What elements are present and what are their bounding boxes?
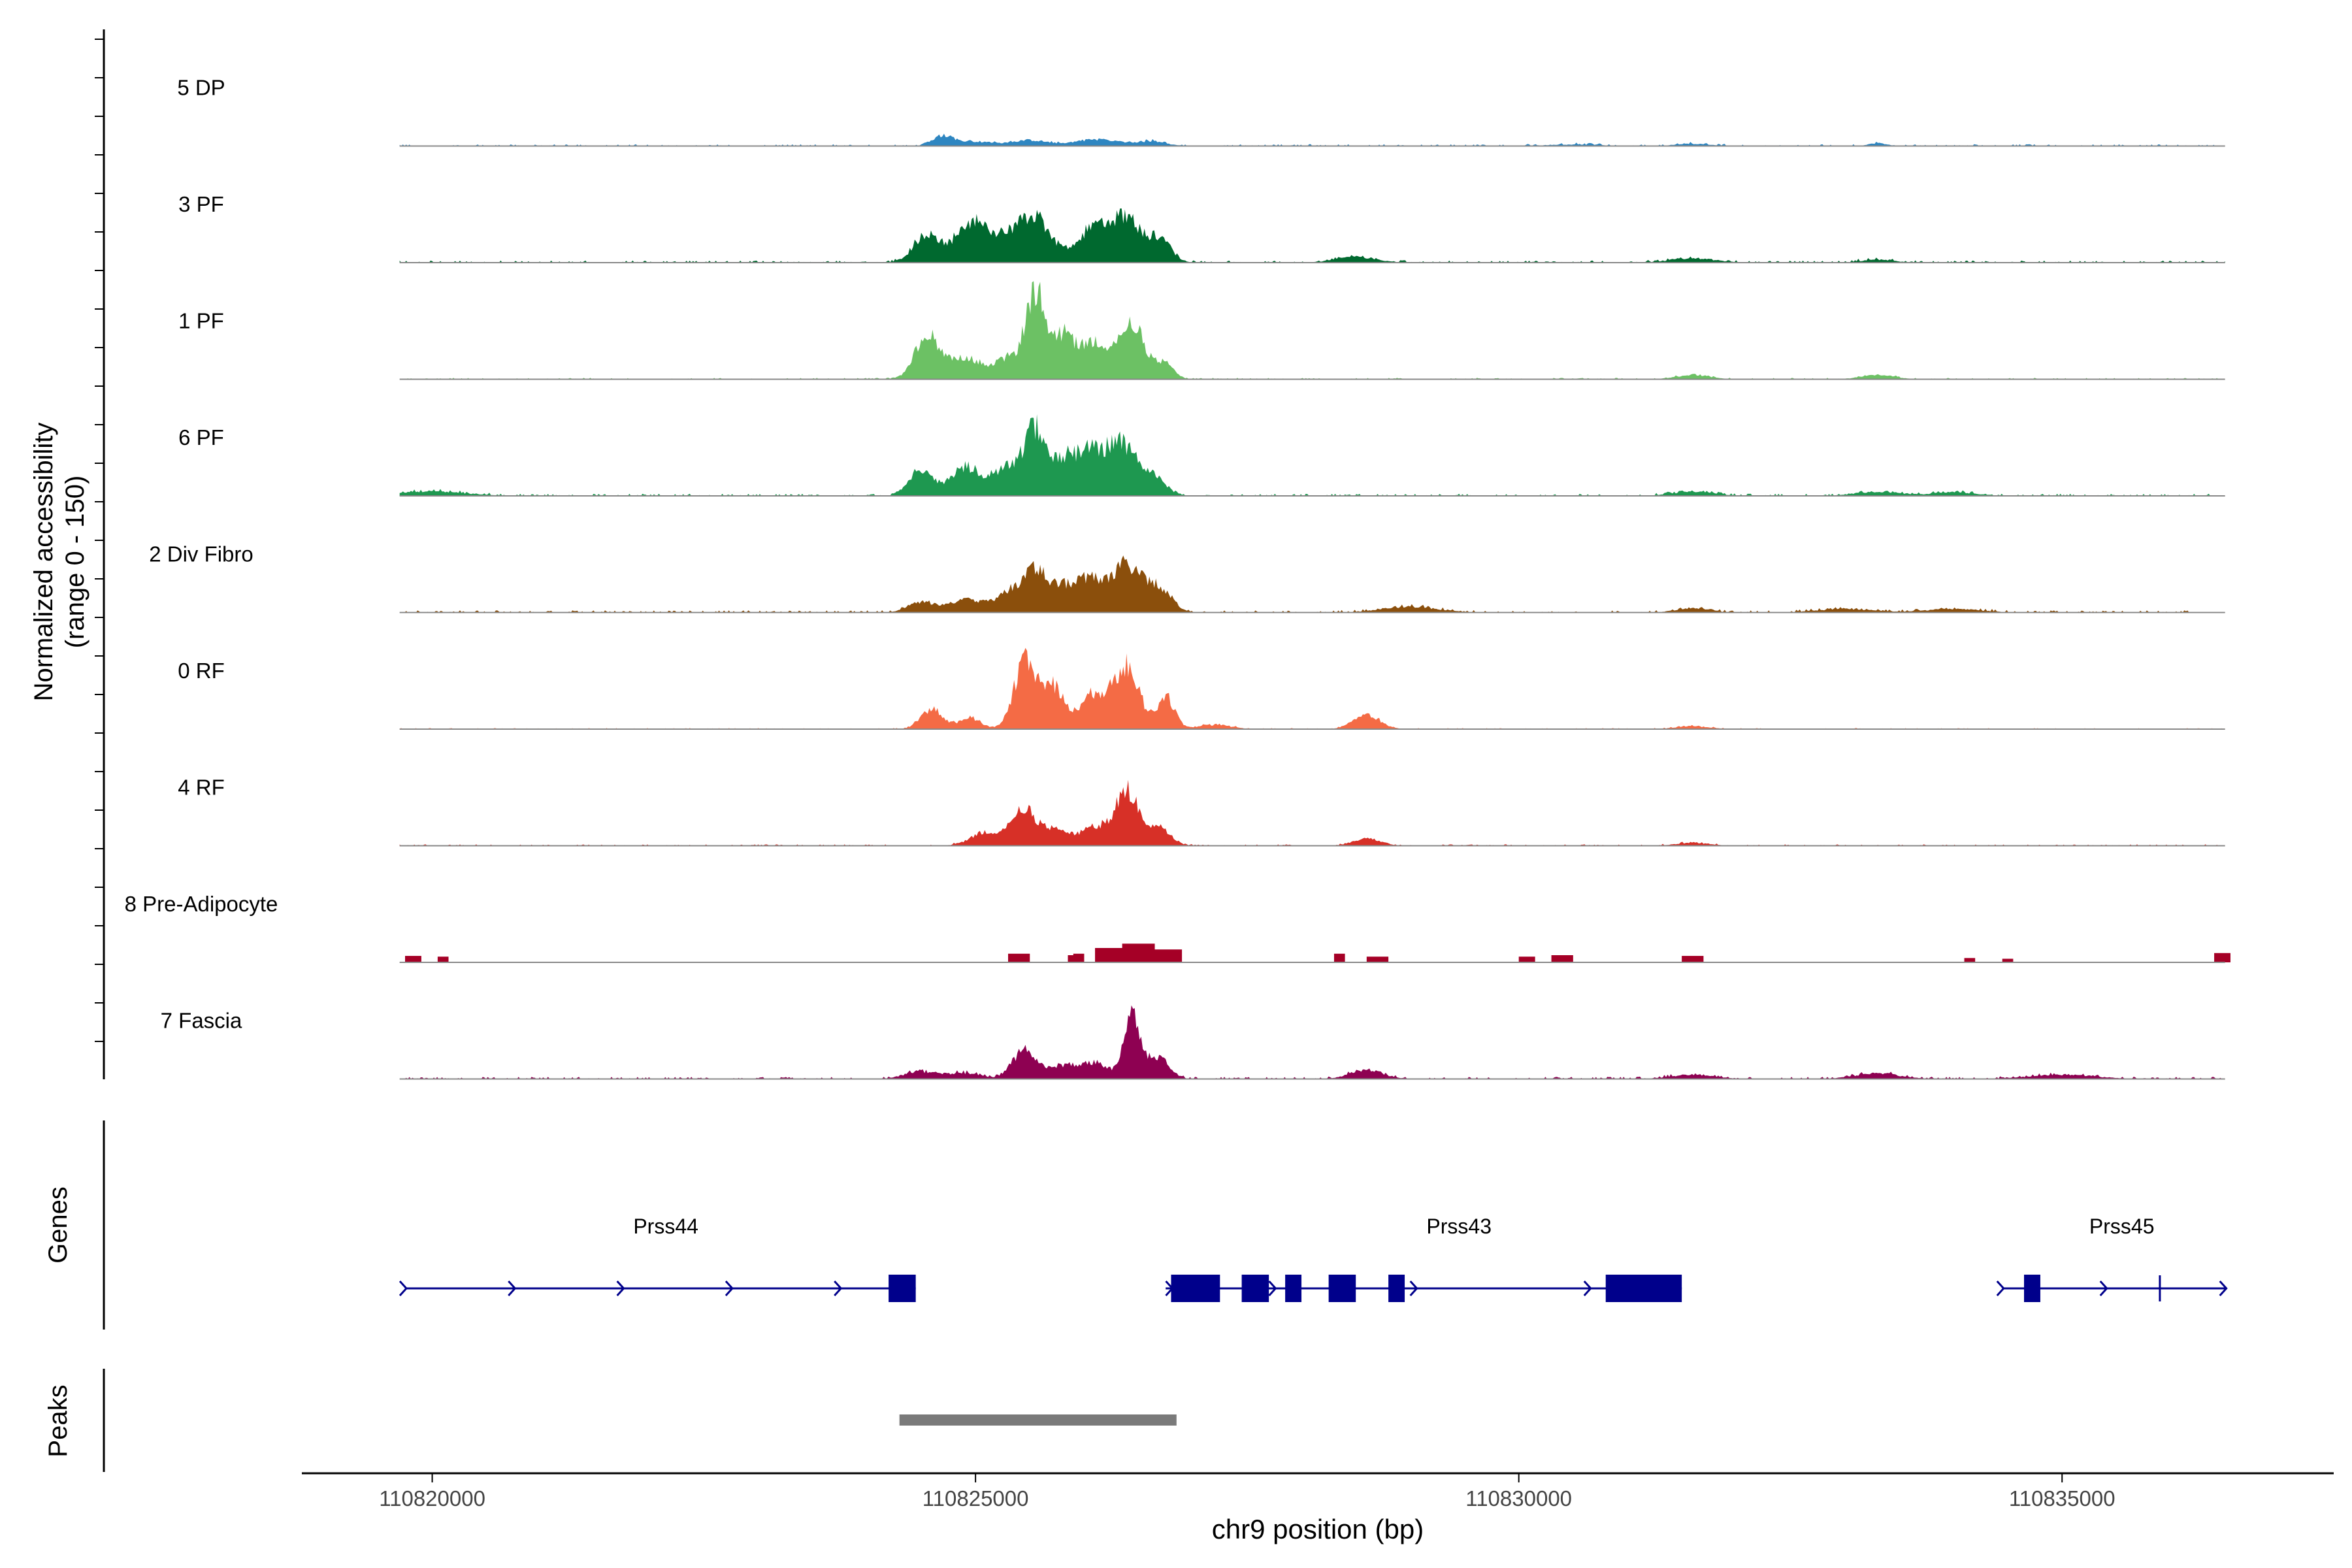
track-3-pf: 3 PF [178, 192, 2225, 263]
exon [1605, 1275, 1682, 1302]
gene-label: Prss44 [633, 1215, 698, 1238]
track-2-div-fibro: 2 Div Fibro [149, 542, 2225, 613]
track-area [399, 555, 2225, 613]
strand-arrow [834, 1280, 843, 1297]
track-7-fascia: 7 Fascia [161, 1005, 2225, 1080]
track-label: 4 RF [178, 776, 225, 800]
track-area [399, 133, 2225, 146]
track-label: 3 PF [178, 192, 224, 216]
exon [2024, 1275, 2040, 1302]
track-6-pf: 6 PF [178, 414, 2225, 497]
gene-annotations: Prss44 Prss43 Prss45 [399, 1215, 2228, 1302]
strand-arrow [616, 1280, 625, 1297]
exon [1388, 1275, 1405, 1302]
peak-regions [899, 1414, 1177, 1426]
track-label: 1 PF [178, 309, 224, 333]
track-label: 0 RF [178, 659, 225, 683]
strand-arrow [1268, 1280, 1277, 1297]
strand-arrow [2219, 1280, 2228, 1297]
track-area [399, 647, 2225, 729]
x-tick-label: 110820000 [379, 1486, 485, 1511]
coverage-tracks: 5 DP 3 PF 1 PF 6 PF 2 Div Fibro 0 RF 4 RF 8 Pre… [125, 76, 2231, 1080]
strand-arrow [725, 1280, 734, 1297]
gene-prss43: Prss43 [1165, 1215, 1682, 1302]
track-4-rf: 4 RF [178, 776, 2225, 847]
gene-label: Prss43 [1426, 1215, 1492, 1238]
track-label: 8 Pre-Adipocyte [125, 892, 278, 916]
gene-prss44: Prss44 [399, 1215, 916, 1302]
strand-arrow [399, 1280, 408, 1297]
strand-arrow [508, 1280, 517, 1297]
track-5-dp: 5 DP [177, 76, 2225, 147]
track-area [399, 1005, 2225, 1079]
exon [1171, 1275, 1220, 1302]
track-label: 7 Fascia [161, 1009, 242, 1033]
track-label: 2 Div Fibro [149, 542, 253, 566]
y-axis-label-range: (range 0 - 150) [61, 476, 90, 649]
peaks-panel-label: Peaks [44, 1384, 73, 1457]
exon [889, 1275, 916, 1302]
track-area [399, 414, 2225, 496]
peak-region [899, 1414, 1177, 1426]
track-label: 6 PF [178, 425, 224, 449]
track-label: 5 DP [177, 76, 225, 100]
track-0-rf: 0 RF [178, 647, 2225, 730]
x-tick-label: 110825000 [923, 1486, 1029, 1511]
genes-panel-label: Genes [44, 1186, 73, 1264]
exon [1241, 1275, 1269, 1302]
x-tick-label: 110830000 [1465, 1486, 1572, 1511]
strand-arrow [2099, 1280, 2108, 1297]
track-area [399, 281, 2225, 380]
strand-arrow [1996, 1280, 2005, 1297]
track-1-pf: 1 PF [178, 281, 2225, 380]
x-axis-ticks: 110820000 110825000 110830000 110835000 [379, 1473, 2115, 1511]
gene-prss45: Prss45 [1996, 1215, 2228, 1302]
track-area [399, 208, 2225, 263]
coverage-y-ticks [95, 39, 104, 1042]
y-axis-label: Normalized accessibility [29, 423, 58, 702]
strand-arrow [1409, 1280, 1418, 1297]
x-tick-label: 110835000 [2009, 1486, 2115, 1511]
track-8-pre-adipocyte: 8 Pre-Adipocyte [125, 892, 2231, 963]
strand-arrow [1583, 1280, 1592, 1297]
track-area [399, 943, 2231, 962]
exon [1285, 1275, 1302, 1302]
track-area [399, 779, 2225, 846]
x-axis-label: chr9 position (bp) [1212, 1514, 1424, 1544]
exon [1328, 1275, 1356, 1302]
gene-label: Prss45 [2089, 1215, 2155, 1238]
